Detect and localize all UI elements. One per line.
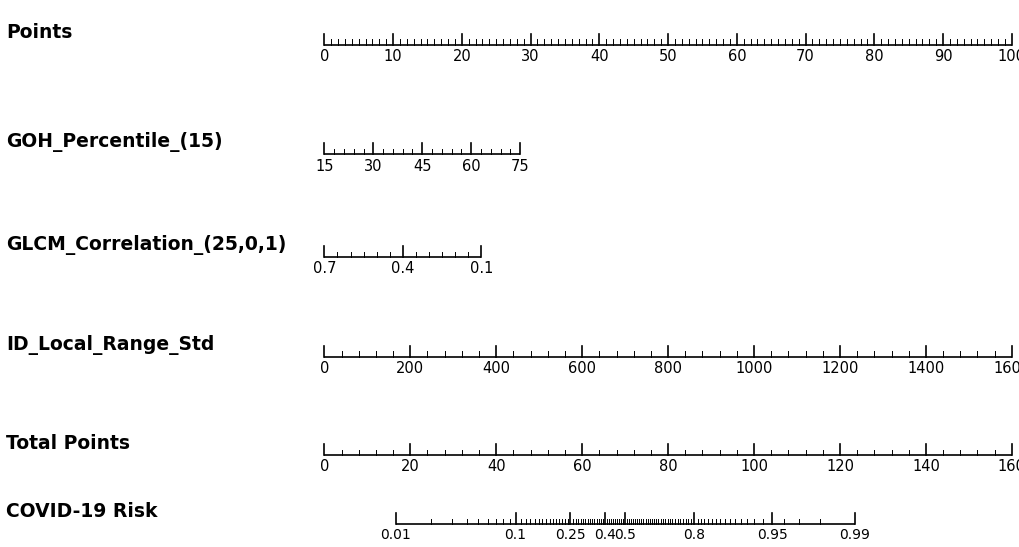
Text: 80: 80 bbox=[864, 49, 882, 64]
Text: 60: 60 bbox=[462, 159, 480, 173]
Text: 20: 20 bbox=[452, 49, 471, 64]
Text: 0: 0 bbox=[319, 459, 329, 474]
Text: 80: 80 bbox=[658, 459, 677, 474]
Text: 0.01: 0.01 bbox=[380, 528, 411, 543]
Text: 60: 60 bbox=[727, 49, 746, 64]
Text: 0.95: 0.95 bbox=[756, 528, 787, 543]
Text: 30: 30 bbox=[521, 49, 539, 64]
Text: 45: 45 bbox=[413, 159, 431, 173]
Text: 120: 120 bbox=[825, 459, 853, 474]
Text: ID_Local_Range_Std: ID_Local_Range_Std bbox=[6, 335, 214, 354]
Text: 70: 70 bbox=[796, 49, 814, 64]
Text: 1400: 1400 bbox=[906, 361, 944, 376]
Text: 0.1: 0.1 bbox=[470, 261, 492, 276]
Text: GOH_Percentile_(15): GOH_Percentile_(15) bbox=[6, 132, 222, 152]
Text: 160: 160 bbox=[997, 459, 1019, 474]
Text: 0.99: 0.99 bbox=[839, 528, 869, 543]
Text: 15: 15 bbox=[315, 159, 333, 173]
Text: Total Points: Total Points bbox=[6, 434, 130, 452]
Text: 800: 800 bbox=[653, 361, 682, 376]
Text: 75: 75 bbox=[511, 159, 529, 173]
Text: 40: 40 bbox=[486, 459, 505, 474]
Text: COVID-19 Risk: COVID-19 Risk bbox=[6, 503, 158, 521]
Text: 100: 100 bbox=[997, 49, 1019, 64]
Text: 0.4: 0.4 bbox=[391, 261, 414, 276]
Text: 30: 30 bbox=[364, 159, 382, 173]
Text: 0: 0 bbox=[319, 361, 329, 376]
Text: 60: 60 bbox=[573, 459, 591, 474]
Text: 0.1: 0.1 bbox=[504, 528, 526, 543]
Text: 0.7: 0.7 bbox=[312, 261, 336, 276]
Text: 1000: 1000 bbox=[735, 361, 772, 376]
Text: 0.5: 0.5 bbox=[613, 528, 636, 543]
Text: 140: 140 bbox=[911, 459, 938, 474]
Text: 20: 20 bbox=[400, 459, 419, 474]
Text: 200: 200 bbox=[395, 361, 424, 376]
Text: 100: 100 bbox=[740, 459, 767, 474]
Text: 50: 50 bbox=[658, 49, 677, 64]
Text: 40: 40 bbox=[589, 49, 608, 64]
Text: 1200: 1200 bbox=[820, 361, 858, 376]
Text: 0: 0 bbox=[319, 49, 329, 64]
Text: 10: 10 bbox=[383, 49, 403, 64]
Text: 0.4: 0.4 bbox=[593, 528, 615, 543]
Text: 1600: 1600 bbox=[993, 361, 1019, 376]
Text: 0.8: 0.8 bbox=[683, 528, 705, 543]
Text: Points: Points bbox=[6, 24, 72, 42]
Text: 90: 90 bbox=[932, 49, 952, 64]
Text: 400: 400 bbox=[482, 361, 510, 376]
Text: 0.25: 0.25 bbox=[554, 528, 585, 543]
Text: 600: 600 bbox=[568, 361, 595, 376]
Text: GLCM_Correlation_(25,0,1): GLCM_Correlation_(25,0,1) bbox=[6, 235, 286, 255]
